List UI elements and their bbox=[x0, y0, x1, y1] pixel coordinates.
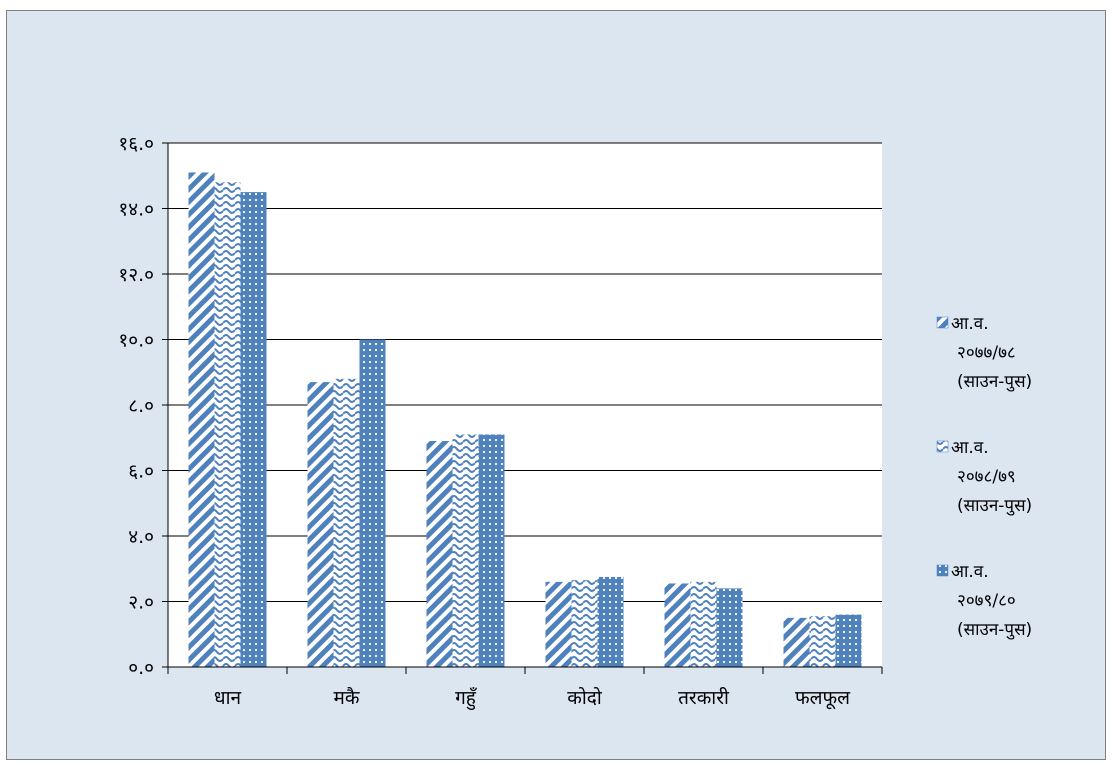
legend-swatch bbox=[936, 316, 949, 329]
bar bbox=[307, 382, 334, 667]
y-tick-label: ८.० bbox=[128, 395, 154, 417]
y-tick-label: २.० bbox=[128, 592, 154, 614]
bar bbox=[664, 583, 691, 667]
y-tick-label: ०.० bbox=[128, 657, 154, 679]
y-tick-label: १२.० bbox=[118, 264, 154, 286]
x-tick-label: धान bbox=[214, 687, 242, 709]
legend-label: आ.व. bbox=[951, 314, 989, 334]
bar bbox=[426, 441, 453, 667]
legend-swatch bbox=[936, 440, 949, 453]
bar bbox=[188, 172, 215, 667]
legend-label: २०७८/७९ bbox=[957, 467, 1016, 487]
legend-label: आ.व. bbox=[951, 562, 989, 582]
legend-label: (साउन-पुस) bbox=[957, 496, 1032, 516]
bar bbox=[333, 378, 360, 667]
y-tick-label: ४.० bbox=[128, 526, 154, 548]
bar bbox=[809, 616, 836, 667]
bar bbox=[716, 588, 743, 667]
x-tick-label: कोदो bbox=[567, 686, 603, 709]
bar bbox=[783, 617, 810, 667]
chart-area: ०.० २.० ४.० ६.० ८.० १०.० १२.० १४.० १६.० धान मकै गहु… bbox=[6, 10, 1106, 760]
x-tick-label: तरकारी bbox=[678, 686, 730, 709]
legend-label: २०७७/७८ bbox=[957, 343, 1016, 363]
bar bbox=[571, 580, 598, 667]
legend: आ.व. २०७७/७८ (साउन-पुस) आ.व. २०७८/७९ (साउन-पु… bbox=[936, 314, 1032, 640]
legend-label: (साउन-पुस) bbox=[957, 620, 1032, 640]
y-tick-label: १४.० bbox=[118, 199, 154, 221]
gridlines bbox=[168, 142, 882, 602]
bar bbox=[452, 434, 479, 667]
bar-chart: ०.० २.० ४.० ६.० ८.० १०.० १२.० १४.० १६.० धान मकै गहु… bbox=[118, 133, 1032, 711]
bar bbox=[240, 192, 267, 667]
x-tick-label: गहुँ bbox=[455, 686, 477, 711]
legend-label: आ.व. bbox=[951, 438, 989, 458]
bar bbox=[478, 434, 505, 667]
bar bbox=[545, 581, 572, 667]
y-tick-label: ६.० bbox=[128, 461, 154, 483]
axes bbox=[162, 142, 883, 674]
x-tick-label: फलफूल bbox=[795, 687, 851, 710]
bar bbox=[214, 182, 241, 668]
y-tick-label: १६.० bbox=[118, 133, 154, 155]
bar bbox=[835, 614, 862, 667]
legend-swatch bbox=[936, 564, 949, 577]
y-tick-label: १०.० bbox=[118, 330, 154, 352]
bar bbox=[359, 339, 386, 667]
legend-label: (साउन-पुस) bbox=[957, 372, 1032, 392]
bars bbox=[188, 172, 862, 668]
bar bbox=[597, 576, 624, 667]
legend-label: २०७९/८० bbox=[957, 591, 1016, 611]
x-tick-label: मकै bbox=[334, 686, 360, 709]
bar bbox=[690, 581, 717, 667]
labels: ०.० २.० ४.० ६.० ८.० १०.० १२.० १४.० १६.० धान मकै गहु… bbox=[118, 133, 851, 711]
